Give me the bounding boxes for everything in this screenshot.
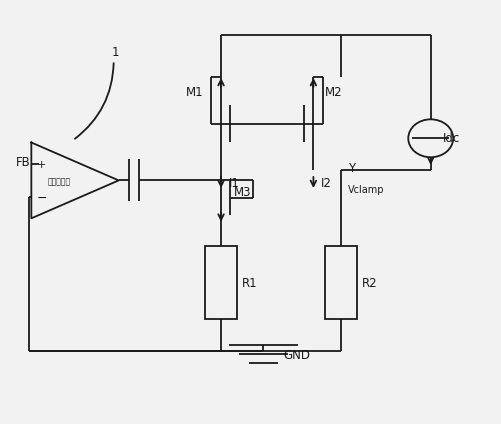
Text: Idc: Idc [442, 132, 459, 145]
Circle shape [407, 119, 452, 157]
Text: Y: Y [348, 162, 355, 175]
Text: −: − [36, 192, 47, 205]
Text: M3: M3 [233, 186, 250, 199]
Bar [205, 245, 236, 319]
Text: 运算放大器: 运算放大器 [48, 178, 71, 187]
Text: M1: M1 [186, 86, 203, 99]
Text: 1: 1 [111, 46, 118, 59]
Bar [324, 245, 356, 319]
Text: Vclamp: Vclamp [348, 185, 384, 195]
Text: R1: R1 [241, 277, 257, 290]
Text: GND: GND [283, 349, 310, 363]
Text: +: + [36, 160, 46, 170]
Text: FB: FB [17, 156, 31, 169]
Text: I2: I2 [320, 177, 331, 190]
Text: I1: I1 [228, 177, 239, 190]
Text: M2: M2 [324, 86, 341, 99]
Text: R2: R2 [361, 277, 377, 290]
